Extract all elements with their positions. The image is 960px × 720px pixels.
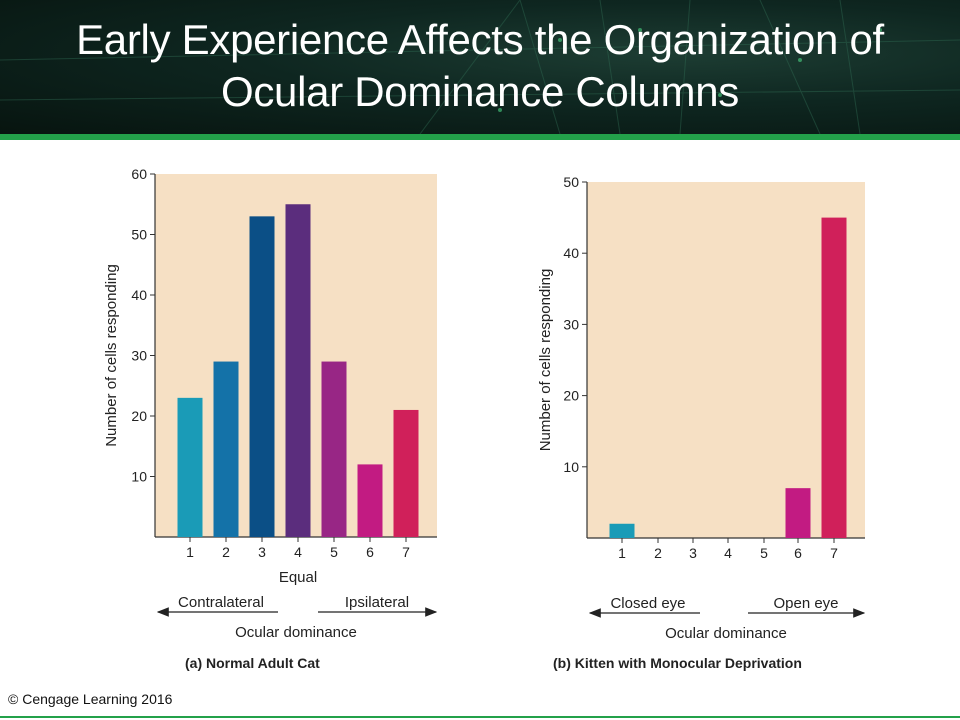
y-tick-label: 40: [563, 245, 579, 261]
x-tick-label: 6: [794, 545, 802, 561]
bar-7: [393, 409, 419, 537]
x-tick-label: 2: [222, 544, 230, 560]
x-tick-label: 7: [402, 544, 410, 560]
x-tick-label: 5: [760, 545, 768, 561]
equal-label: Equal: [279, 569, 317, 586]
left-arrow-label: Contralateral: [178, 594, 264, 611]
x-tick-label: 3: [689, 545, 697, 561]
right-arrow-label: Ipsilateral: [345, 594, 409, 611]
bar-7: [821, 217, 847, 538]
y-tick-label: 20: [131, 408, 147, 424]
x-tick-label: 3: [258, 544, 266, 560]
bar-4: [285, 204, 311, 537]
y-tick-label: 50: [131, 227, 147, 243]
bar-2: [213, 361, 239, 537]
chart-normal-adult-cat: 10 20 30 40 50 60 1 2 3 4 5 6 7 Number of cells respo…: [103, 166, 438, 671]
y-axis-label: Number of cells responding: [537, 269, 554, 452]
x-tick-label: 1: [186, 544, 194, 560]
left-arrow-label: Closed eye: [610, 595, 685, 612]
y-tick-label: 30: [563, 316, 579, 332]
slide-header: Early Experience Affects the Organizatio…: [0, 0, 960, 134]
x-axis-label: Ocular dominance: [665, 625, 787, 642]
slide-title-line-2: Ocular Dominance Columns: [220, 68, 739, 115]
bar-6: [785, 488, 811, 538]
plot-background: [587, 182, 865, 538]
y-tick-label: 40: [131, 287, 147, 303]
right-arrow-label: Open eye: [773, 595, 838, 612]
panel-caption: (a) Normal Adult Cat: [185, 655, 320, 671]
bar-1: [609, 523, 635, 538]
chart-kitten-monocular-deprivation: 10 20 30 40 50 1 2 3 4 5 6 7 Number of cells respond…: [537, 174, 866, 671]
x-tick-label: 7: [830, 545, 838, 561]
x-tick-label: 5: [330, 544, 338, 560]
header-accent-bar: [0, 134, 960, 140]
x-tick-label: 1: [618, 545, 626, 561]
bar-5: [321, 361, 347, 537]
slide-title: Early Experience Affects the Organizatio…: [0, 14, 960, 118]
panel-caption: (b) Kitten with Monocular Deprivation: [553, 655, 802, 671]
y-axis-label: Number of cells responding: [103, 264, 120, 447]
x-tick-label: 4: [294, 544, 302, 560]
y-tick-label: 50: [563, 174, 579, 190]
slide-title-line-1: Early Experience Affects the Organizatio…: [76, 16, 884, 63]
x-tick-label: 2: [654, 545, 662, 561]
bar-6: [357, 464, 383, 537]
y-tick-label: 10: [563, 459, 579, 475]
bar-1: [177, 397, 203, 537]
y-tick-label: 60: [131, 166, 147, 182]
x-tick-label: 6: [366, 544, 374, 560]
x-axis-label: Ocular dominance: [235, 624, 357, 641]
y-tick-label: 30: [131, 348, 147, 364]
copyright-text: © Cengage Learning 2016: [8, 691, 173, 707]
bar-3: [249, 216, 275, 537]
y-tick-label: 10: [131, 469, 147, 485]
footer-line: [0, 716, 960, 718]
header-decoration: [0, 0, 960, 134]
y-tick-label: 20: [563, 388, 579, 404]
x-tick-label: 4: [724, 545, 732, 561]
